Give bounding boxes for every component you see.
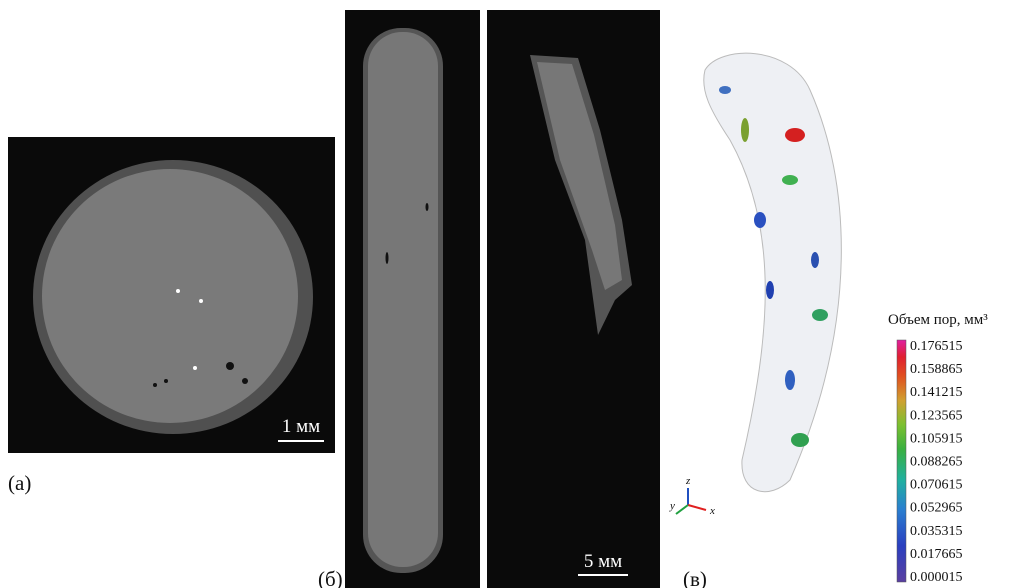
pore (766, 281, 774, 299)
panel-a: 1 мм (а) (8, 137, 335, 495)
colorbar-tick-label: 0.158865 (910, 362, 963, 377)
pore (785, 370, 795, 390)
colorbar-tick-label: 0.017665 (910, 547, 963, 562)
pore (782, 175, 798, 185)
colorbar-tick-label: 0.052965 (910, 501, 963, 516)
sample-3d (704, 53, 842, 491)
sample-core (368, 32, 438, 567)
colorbar: Объем пор, мм³ 0.176515 0.158865 0.141215 0… (888, 312, 988, 585)
inclusion (193, 366, 197, 370)
x-axis (688, 505, 706, 510)
y-axis (676, 505, 688, 514)
colorbar-tick-label: 0.000015 (910, 570, 963, 585)
pore (164, 379, 168, 383)
pore (812, 309, 828, 321)
panel-b: 5 мм (б) (318, 10, 660, 588)
sample-core (42, 169, 298, 423)
pore (791, 433, 809, 447)
scale-label: 1 мм (282, 416, 320, 437)
pore (754, 212, 766, 228)
panel-label: (а) (8, 471, 31, 495)
panel-label: (б) (318, 567, 343, 588)
pore (226, 362, 234, 370)
colorbar-tick-label: 0.105915 (910, 431, 963, 446)
colorbar-tick-label: 0.123565 (910, 408, 963, 423)
inclusion (176, 289, 180, 293)
inclusion (199, 299, 203, 303)
axis-label: x (709, 505, 715, 517)
pore (386, 252, 389, 264)
colorbar-scale (897, 340, 906, 582)
colorbar-tick-label: 0.070615 (910, 478, 963, 493)
panel-c: z x y (в) Объем пор, мм³ 0.176515 0.15886… (669, 53, 988, 588)
axes-gizmo: z x y (669, 475, 715, 517)
pore (785, 128, 805, 142)
axis-label: y (669, 500, 675, 512)
figure: 1 мм (а) 5 мм (б) (0, 0, 1021, 588)
pore (426, 203, 429, 211)
pore (719, 86, 731, 94)
pore (153, 383, 157, 387)
panel-label: (в) (683, 567, 707, 588)
colorbar-tick-label: 0.088265 (910, 455, 963, 470)
scale-label: 5 мм (584, 551, 622, 572)
pore (741, 118, 749, 142)
pore (811, 252, 819, 268)
colorbar-tick-label: 0.035315 (910, 524, 963, 539)
axis-label: z (685, 475, 691, 487)
colorbar-tick-label: 0.176515 (910, 339, 963, 354)
colorbar-tick-label: 0.141215 (910, 385, 963, 400)
colorbar-title: Объем пор, мм³ (888, 312, 988, 328)
pore (242, 378, 248, 384)
